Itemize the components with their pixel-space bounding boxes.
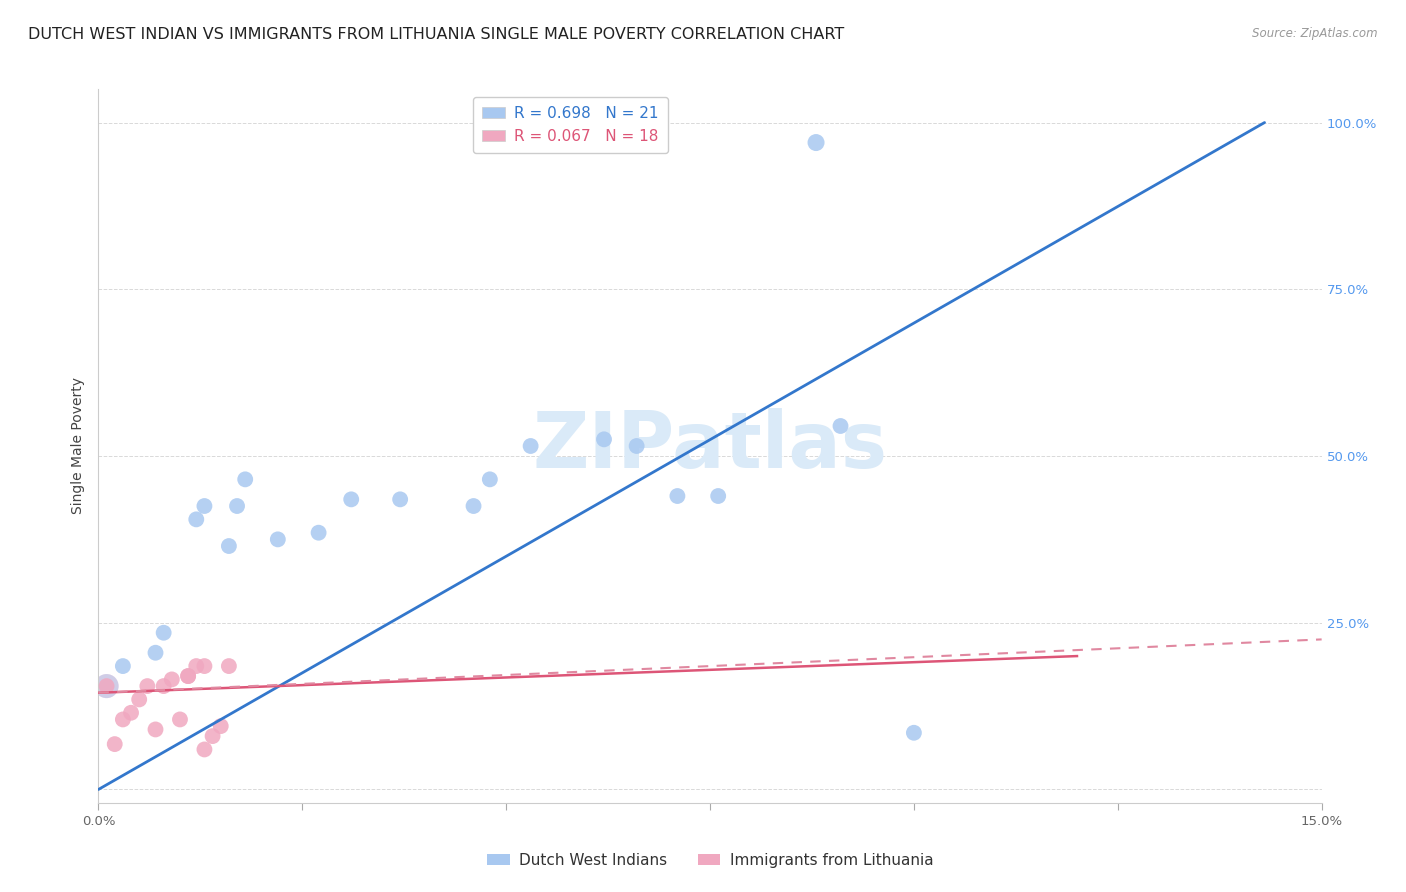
Point — [169, 713, 191, 727]
Point — [128, 692, 150, 706]
Text: Source: ZipAtlas.com: Source: ZipAtlas.com — [1253, 27, 1378, 40]
Point — [233, 472, 256, 486]
Point — [389, 492, 412, 507]
Point — [111, 659, 134, 673]
Point — [120, 706, 142, 720]
Point — [830, 419, 852, 434]
Point — [308, 525, 330, 540]
Point — [463, 499, 485, 513]
Point — [177, 669, 200, 683]
Point — [160, 673, 183, 687]
Y-axis label: Single Male Poverty: Single Male Poverty — [72, 377, 86, 515]
Point — [145, 646, 167, 660]
Text: DUTCH WEST INDIAN VS IMMIGRANTS FROM LITHUANIA SINGLE MALE POVERTY CORRELATION C: DUTCH WEST INDIAN VS IMMIGRANTS FROM LIT… — [28, 27, 845, 42]
Point — [478, 472, 501, 486]
Text: ZIPatlas: ZIPatlas — [533, 408, 887, 484]
Point — [193, 499, 215, 513]
Point — [193, 742, 215, 756]
Point — [193, 659, 215, 673]
Point — [145, 723, 167, 737]
Point — [111, 713, 134, 727]
Point — [666, 489, 689, 503]
Point — [340, 492, 363, 507]
Legend: Dutch West Indians, Immigrants from Lithuania: Dutch West Indians, Immigrants from Lith… — [481, 847, 939, 873]
Point — [104, 737, 127, 751]
Point — [96, 679, 118, 693]
Point — [267, 533, 290, 547]
Point — [707, 489, 730, 503]
Point — [218, 659, 240, 673]
Point — [226, 499, 249, 513]
Point — [177, 669, 200, 683]
Point — [186, 659, 208, 673]
Point — [96, 679, 118, 693]
Point — [209, 719, 232, 733]
Point — [152, 679, 174, 693]
Point — [519, 439, 541, 453]
Point — [903, 725, 925, 739]
Point — [152, 625, 174, 640]
Point — [201, 729, 224, 743]
Point — [186, 512, 208, 526]
Point — [804, 136, 827, 150]
Point — [626, 439, 648, 453]
Point — [96, 679, 118, 693]
Point — [136, 679, 159, 693]
Point — [593, 433, 616, 447]
Point — [218, 539, 240, 553]
